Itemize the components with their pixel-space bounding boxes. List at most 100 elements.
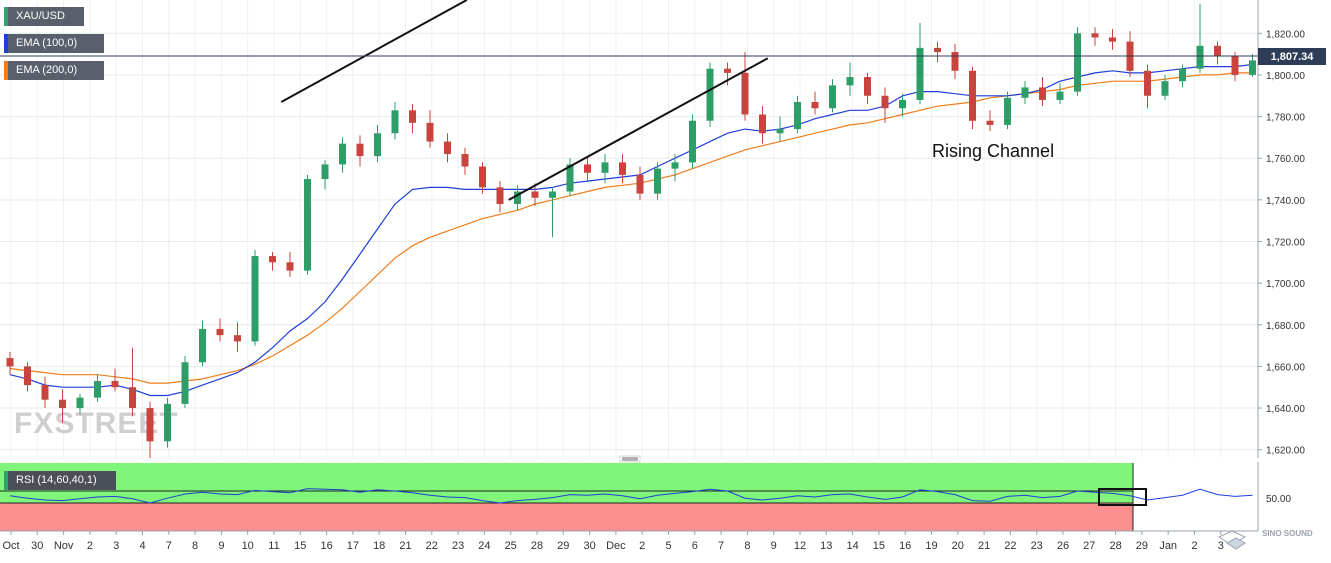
candle xyxy=(636,166,644,200)
candle-body xyxy=(111,380,119,388)
y-tick-label: 1,620.00 xyxy=(1266,446,1305,457)
candle-body xyxy=(1231,56,1239,75)
candle-body xyxy=(251,256,259,342)
rsi-badge[interactable]: RSI (14,60,40,1) xyxy=(4,471,116,490)
candle xyxy=(671,154,679,182)
rsi-overbought-zone xyxy=(0,463,1133,503)
rising-channel-lines xyxy=(280,0,769,201)
rsi-label: RSI (14,60,40,1) xyxy=(16,474,97,486)
x-tick-label: 14 xyxy=(846,540,858,552)
candle xyxy=(1109,29,1116,50)
candle xyxy=(444,133,451,163)
x-tick-label: 5 xyxy=(665,540,671,552)
candle xyxy=(566,158,574,196)
candle-body xyxy=(934,47,941,53)
candle xyxy=(1196,4,1204,73)
candle-body xyxy=(286,262,294,271)
candle xyxy=(269,251,276,271)
candle-body xyxy=(1056,91,1064,100)
candle-body xyxy=(1249,60,1256,75)
candle-body xyxy=(41,385,49,400)
x-tick-label: 3 xyxy=(113,540,119,552)
ema200-badge[interactable]: EMA (200,0) xyxy=(4,61,104,80)
candle-body xyxy=(584,164,591,173)
candle-body xyxy=(1214,45,1221,57)
candle xyxy=(619,154,626,184)
candle xyxy=(706,62,714,127)
candle-body xyxy=(671,162,679,169)
candle xyxy=(1179,64,1186,88)
candle xyxy=(199,320,206,367)
corner-logo-text: SINO SOUND xyxy=(1262,529,1313,538)
candle xyxy=(986,110,994,132)
x-tick-label: 21 xyxy=(399,540,411,552)
y-tick-label: 1,820.00 xyxy=(1266,29,1305,40)
candle-body xyxy=(951,52,959,71)
x-tick-label: Jan xyxy=(1159,540,1177,552)
candle xyxy=(549,187,556,238)
candle-body xyxy=(916,47,924,100)
candle xyxy=(829,79,836,113)
candle-body xyxy=(146,408,154,442)
y-tick-label: 1,780.00 xyxy=(1266,113,1305,124)
candle-body xyxy=(549,191,556,198)
candle xyxy=(59,389,66,423)
candle-body xyxy=(846,77,854,86)
candle-body xyxy=(514,191,521,205)
candle xyxy=(391,102,399,140)
candle-body xyxy=(1161,81,1169,96)
ema100-badge[interactable]: EMA (100,0) xyxy=(4,34,104,53)
candle xyxy=(934,41,941,63)
y-tick-label: 1,760.00 xyxy=(1266,154,1305,165)
symbol-badge[interactable]: XAU/USD xyxy=(4,7,84,26)
candle-body xyxy=(339,143,346,165)
x-tick-label: 11 xyxy=(268,540,279,552)
ema200-color-swatch xyxy=(4,61,8,80)
channel-lower-line xyxy=(508,57,769,201)
candle-body xyxy=(776,129,784,134)
candle-body xyxy=(374,133,381,157)
x-tick-label: 16 xyxy=(899,540,911,552)
candle-body xyxy=(689,120,696,163)
candle-body xyxy=(829,85,836,109)
candle xyxy=(759,106,766,144)
x-tick-label: 7 xyxy=(718,540,724,552)
rsi-color-swatch xyxy=(4,471,8,490)
x-tick-label: 12 xyxy=(794,540,806,552)
x-tick-label: 23 xyxy=(1031,540,1043,552)
main-grid xyxy=(0,0,1258,458)
candle xyxy=(304,174,311,275)
candle xyxy=(864,72,871,105)
candle-body xyxy=(356,143,364,157)
candle-body xyxy=(811,102,819,109)
candle xyxy=(1214,41,1221,65)
x-axis: Oct 30 Nov 2 3 4 7 8 9 10 11 15 16 17 18 21 22 23 24 25 28 29… xyxy=(2,531,1224,552)
candle xyxy=(426,110,434,148)
candle-body xyxy=(899,99,906,109)
x-tick-label: 2 xyxy=(639,540,645,552)
candle xyxy=(1021,81,1029,105)
candle xyxy=(916,22,924,105)
rsi-line xyxy=(9,488,1253,504)
x-tick-label: 20 xyxy=(952,540,964,552)
candle xyxy=(1249,54,1256,78)
x-tick-label: 7 xyxy=(166,540,172,552)
x-tick-label: 13 xyxy=(820,540,832,552)
candle-body xyxy=(759,114,766,134)
candle xyxy=(76,393,84,415)
x-tick-label: 21 xyxy=(978,540,990,552)
x-tick-label: 22 xyxy=(426,540,438,552)
pane-resize-handle[interactable] xyxy=(619,455,641,463)
y-tick-label: 1,700.00 xyxy=(1266,279,1305,290)
symbol-label: XAU/USD xyxy=(16,10,65,22)
candle xyxy=(216,318,224,342)
candle xyxy=(24,362,31,392)
x-tick-label: 23 xyxy=(452,540,464,552)
candle-body xyxy=(1179,68,1186,82)
x-tick-label: 17 xyxy=(347,540,359,552)
x-tick-label: 8 xyxy=(192,540,198,552)
candle xyxy=(111,368,119,392)
candle-body xyxy=(409,110,416,123)
candle-body xyxy=(129,387,136,409)
